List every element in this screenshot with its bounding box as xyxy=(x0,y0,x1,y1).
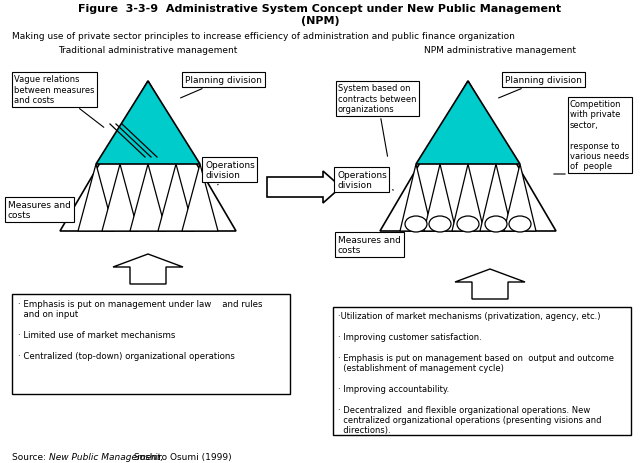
Ellipse shape xyxy=(485,217,507,232)
Text: Operations
division: Operations division xyxy=(205,160,255,185)
Polygon shape xyxy=(60,82,236,232)
Bar xyxy=(333,307,631,435)
Polygon shape xyxy=(452,165,484,232)
Polygon shape xyxy=(400,165,432,232)
Polygon shape xyxy=(504,165,536,232)
Text: New Public Management,: New Public Management, xyxy=(49,452,163,461)
Polygon shape xyxy=(113,255,183,284)
Text: Planning division: Planning division xyxy=(499,76,582,99)
Polygon shape xyxy=(158,165,194,232)
Polygon shape xyxy=(480,165,512,232)
Polygon shape xyxy=(380,82,556,232)
Bar xyxy=(12,294,290,394)
Text: · Emphasis is put on management under law    and rules
  and on input

· Limited: · Emphasis is put on management under la… xyxy=(18,300,262,360)
Text: (NPM): (NPM) xyxy=(301,16,339,26)
Text: Operations
division: Operations division xyxy=(337,170,394,191)
Ellipse shape xyxy=(405,217,427,232)
Polygon shape xyxy=(416,82,520,165)
Text: NPM administrative management: NPM administrative management xyxy=(424,46,576,55)
Polygon shape xyxy=(130,165,166,232)
Polygon shape xyxy=(424,165,456,232)
Ellipse shape xyxy=(457,217,479,232)
Polygon shape xyxy=(267,172,341,204)
Text: Figure  3-3-9  Administrative System Concept under New Public Management: Figure 3-3-9 Administrative System Conce… xyxy=(79,4,561,14)
Polygon shape xyxy=(182,165,218,232)
Polygon shape xyxy=(96,82,200,165)
Polygon shape xyxy=(78,165,114,232)
Text: Competition
with private
sector,

response to
various needs
of  people: Competition with private sector, respons… xyxy=(570,100,629,171)
Text: System based on
contracts between
organizations: System based on contracts between organi… xyxy=(338,84,417,157)
Text: Measures and
costs: Measures and costs xyxy=(338,235,401,255)
Polygon shape xyxy=(102,165,138,232)
Text: Soshiro Osumi (1999): Soshiro Osumi (1999) xyxy=(131,452,232,461)
Text: ·Utilization of market mechanisms (privatization, agency, etc.)

· Improving cus: ·Utilization of market mechanisms (priva… xyxy=(338,311,614,434)
Ellipse shape xyxy=(429,217,451,232)
Text: Planning division: Planning division xyxy=(180,76,262,99)
Text: Vague relations
between measures
and costs: Vague relations between measures and cos… xyxy=(14,75,104,128)
Text: Making use of private sector principles to increase efficiency of administration: Making use of private sector principles … xyxy=(12,32,515,41)
Ellipse shape xyxy=(509,217,531,232)
Text: Measures and
costs: Measures and costs xyxy=(8,200,71,220)
Polygon shape xyxy=(455,269,525,300)
Text: Source:: Source: xyxy=(12,452,49,461)
Text: Traditional administrative management: Traditional administrative management xyxy=(58,46,237,55)
